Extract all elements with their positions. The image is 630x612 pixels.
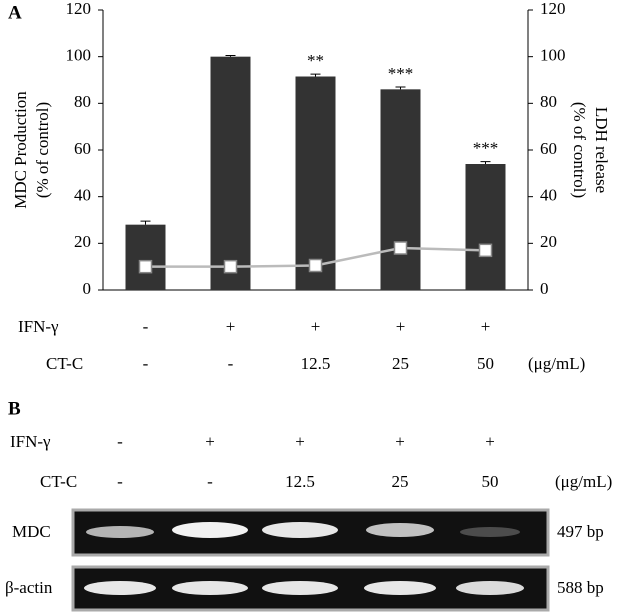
lane-label: MDC — [12, 522, 51, 541]
condition-value: 12.5 — [285, 472, 315, 491]
bar — [125, 224, 166, 290]
y2-tick-label: 40 — [540, 186, 557, 205]
condition-value: - — [143, 317, 149, 336]
error-bar — [225, 55, 236, 57]
marker — [308, 258, 323, 273]
lane-label: β-actin — [5, 578, 53, 597]
y2-tick-label: 80 — [540, 92, 557, 111]
condition-value: + — [396, 317, 406, 336]
y-tick-label: 0 — [83, 279, 92, 298]
band — [262, 581, 338, 595]
condition-value: + — [205, 432, 215, 451]
band — [262, 522, 338, 538]
condition-label: CT-C — [40, 472, 77, 491]
panel-label: B — [8, 398, 21, 419]
y-tick-label: 100 — [66, 46, 92, 65]
band — [172, 522, 248, 538]
y-tick-label: 80 — [74, 92, 91, 111]
panel-label: A — [8, 2, 22, 23]
bar — [465, 164, 506, 290]
condition-value: 25 — [392, 472, 409, 491]
condition-label: IFN-γ — [10, 432, 51, 451]
condition-value: - — [228, 354, 234, 373]
condition-value: - — [143, 354, 149, 373]
y2-tick-label: 0 — [540, 279, 549, 298]
band — [366, 523, 434, 537]
band — [84, 581, 156, 595]
condition-value: - — [117, 432, 123, 451]
condition-value: 50 — [482, 472, 499, 491]
condition-label: CT-C — [46, 354, 83, 373]
y2-tick-label: 100 — [540, 46, 566, 65]
y-tick-label: 40 — [74, 186, 91, 205]
condition-value: + — [226, 317, 236, 336]
band — [172, 581, 248, 595]
y2-axis-label: (% of control) — [570, 102, 589, 198]
condition-value: 50 — [477, 354, 494, 373]
bar — [210, 56, 251, 290]
condition-value: + — [311, 317, 321, 336]
y2-axis-label: LDH release — [592, 107, 611, 193]
error-bar — [140, 220, 151, 225]
marker — [478, 243, 493, 258]
band-size: 497 bp — [557, 522, 604, 541]
condition-value: + — [295, 432, 305, 451]
condition-value: - — [207, 472, 213, 491]
condition-value: - — [117, 472, 123, 491]
unit-label: (μg/mL) — [555, 472, 612, 491]
significance-label: *** — [388, 64, 414, 83]
bar — [295, 76, 336, 290]
condition-value: + — [481, 317, 491, 336]
error-bar — [480, 161, 491, 164]
band — [364, 581, 436, 595]
condition-value: 25 — [392, 354, 409, 373]
y-tick-label: 120 — [66, 0, 92, 18]
significance-label: ** — [307, 51, 324, 70]
gel-image — [71, 508, 550, 612]
y-tick-label: 20 — [74, 232, 91, 251]
y-axis-label: (% of control) — [33, 102, 52, 198]
condition-label: IFN-γ — [18, 317, 59, 336]
band — [86, 526, 154, 538]
marker — [393, 241, 408, 255]
condition-value: + — [395, 432, 405, 451]
condition-value: + — [485, 432, 495, 451]
y2-tick-label: 120 — [540, 0, 566, 18]
band-size: 588 bp — [557, 578, 604, 597]
unit-label: (μg/mL) — [528, 354, 585, 373]
band — [456, 581, 524, 595]
y2-tick-label: 20 — [540, 232, 557, 251]
marker — [138, 259, 153, 274]
band — [460, 527, 520, 537]
y-tick-label: 60 — [74, 139, 91, 158]
bar — [380, 89, 421, 290]
error-bar — [395, 86, 406, 90]
error-bar — [310, 73, 321, 77]
y2-tick-label: 60 — [540, 139, 557, 158]
marker — [223, 259, 238, 274]
condition-value: 12.5 — [301, 354, 331, 373]
significance-label: *** — [473, 139, 499, 158]
y-axis-label: MDC Production — [11, 91, 30, 209]
